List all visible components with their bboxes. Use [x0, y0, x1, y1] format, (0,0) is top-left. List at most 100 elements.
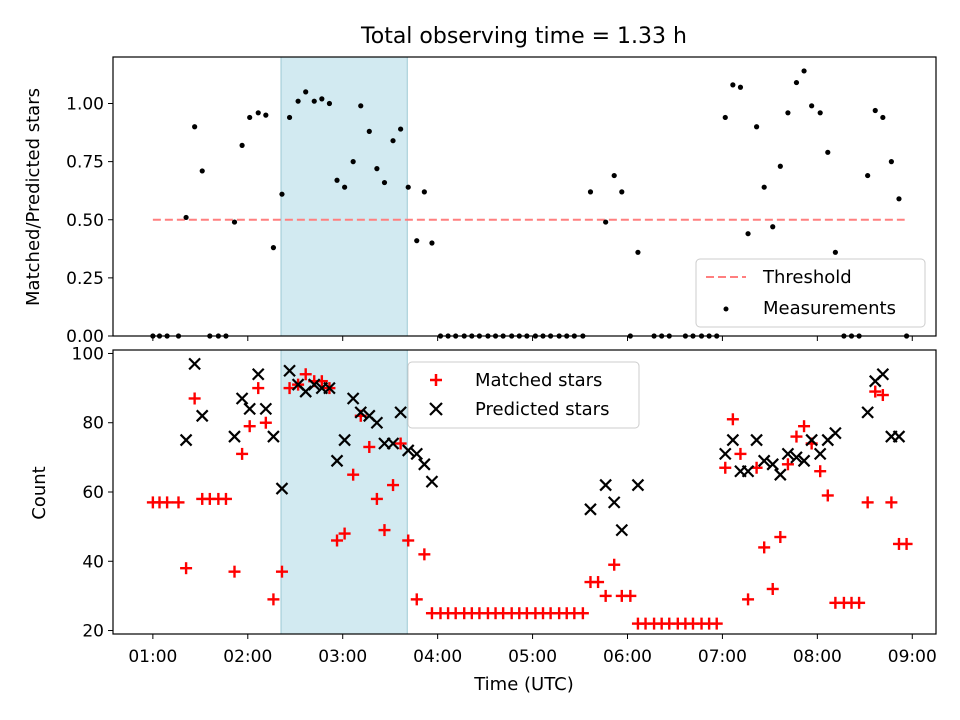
measurement-point	[311, 98, 317, 104]
bottom-predicted-points	[179, 357, 906, 537]
measurement-point	[896, 196, 902, 202]
bottom-x-axis: 01:00 02:00 03:00 04:00 05:00 06:00 07:00 08:00…	[128, 634, 937, 667]
predicted-star-point	[584, 503, 597, 516]
predicted-star-point	[330, 454, 344, 468]
predicted-star-point	[235, 392, 249, 405]
matched-star-point	[608, 558, 621, 571]
predicted-star-point	[228, 430, 241, 443]
legend-predicted-label: Predicted stars	[475, 399, 609, 420]
measurement-point	[635, 249, 641, 255]
predicted-star-point	[797, 454, 811, 468]
matched-star-point	[766, 582, 779, 595]
measurement-point	[777, 163, 783, 169]
predicted-star-point	[243, 402, 256, 416]
measurement-point	[319, 96, 325, 102]
bottom-ytick-label: 60	[82, 483, 104, 503]
top-legend-box	[695, 258, 926, 328]
predicted-star-point	[774, 468, 787, 481]
legend-matched-label: Matched stars	[475, 370, 602, 391]
top-y-axis: 0.00 0.25 0.50 0.75 1.00	[66, 95, 113, 347]
measurement-point	[753, 124, 760, 130]
matched-star-point	[236, 447, 249, 460]
measurement-point	[183, 214, 189, 221]
matched-star-point	[726, 413, 739, 426]
bottom-plot-frame	[112, 349, 937, 635]
bottom-ytick-label: 40	[82, 552, 104, 572]
predicted-star-point	[401, 444, 415, 457]
predicted-star-point	[829, 426, 842, 440]
measurement-point	[342, 184, 348, 190]
top-ytick-label: 0.75	[66, 153, 104, 173]
top-legend: Threshold Measurements	[695, 258, 926, 328]
measurement-point	[199, 168, 205, 174]
measurement-point	[722, 114, 728, 121]
bottom-ylabel: Count	[29, 466, 50, 519]
predicted-star-point	[741, 464, 755, 478]
measurement-point	[421, 189, 427, 195]
predicted-star-point	[861, 406, 874, 419]
matched-star-point	[869, 385, 882, 398]
measurement-point	[761, 184, 767, 190]
matched-star-point	[378, 524, 391, 537]
legend-measurements-swatch	[723, 306, 729, 312]
matched-star-point	[331, 534, 344, 547]
measurement-point	[366, 128, 372, 134]
measurement-point	[231, 219, 238, 225]
predicted-star-point	[418, 458, 431, 471]
bottom-legend-box	[407, 361, 640, 429]
measurement-point	[390, 138, 396, 144]
bottom-xlabel: Time (UTC)	[473, 674, 574, 695]
matched-star-point	[259, 416, 272, 429]
matched-star-point	[774, 531, 787, 544]
matched-star-point	[363, 440, 376, 453]
measurement-point	[405, 184, 411, 190]
matched-star-point	[243, 420, 256, 433]
predicted-star-point	[179, 433, 193, 447]
measurement-point	[825, 149, 831, 155]
measurement-point	[888, 159, 894, 165]
predicted-star-point	[599, 478, 612, 492]
measurement-point	[619, 189, 625, 195]
legend-predicted-swatch	[429, 402, 443, 416]
measurement-point	[770, 224, 776, 230]
bottom-matched-points	[146, 368, 913, 630]
matched-star-point	[172, 496, 185, 509]
legend-matched-swatch	[430, 374, 442, 386]
measurement-point	[865, 172, 871, 179]
matched-star-point	[370, 492, 383, 505]
matched-star-point	[790, 430, 803, 443]
predicted-star-point	[354, 406, 368, 419]
measurement-point	[809, 103, 815, 109]
predicted-star-point	[410, 447, 424, 461]
measurement-point	[801, 68, 807, 74]
predicted-star-point	[892, 430, 906, 443]
measurement-point	[414, 238, 420, 244]
measurement-point	[350, 159, 356, 165]
predicted-star-point	[876, 367, 890, 381]
bottom-xtick-label: 05:00	[508, 647, 557, 667]
measurement-point	[334, 177, 340, 183]
predicted-star-point	[607, 496, 621, 509]
legend-measurements-label: Measurements	[763, 298, 896, 319]
bottom-xtick-label: 01:00	[128, 647, 177, 667]
top-ytick-label: 0.25	[66, 269, 104, 289]
matched-star-point	[180, 562, 193, 575]
matched-star-point	[742, 593, 755, 606]
matched-star-point	[188, 392, 201, 405]
measurement-point	[247, 114, 253, 121]
matched-star-point	[853, 596, 866, 609]
matched-star-point	[900, 537, 913, 550]
matched-star-point	[781, 458, 794, 471]
top-ytick-label: 1.00	[66, 95, 104, 115]
bottom-xtick-label: 06:00	[603, 647, 652, 667]
bottom-xtick-label: 08:00	[793, 647, 842, 667]
matched-star-point	[814, 465, 827, 478]
measurement-point	[817, 110, 823, 116]
predicted-star-point	[425, 475, 439, 488]
predicted-star-point	[267, 430, 280, 443]
bottom-xtick-label: 02:00	[223, 647, 272, 667]
predicted-star-point	[726, 433, 740, 447]
matched-star-point	[758, 541, 771, 554]
matched-star-point	[876, 389, 889, 402]
